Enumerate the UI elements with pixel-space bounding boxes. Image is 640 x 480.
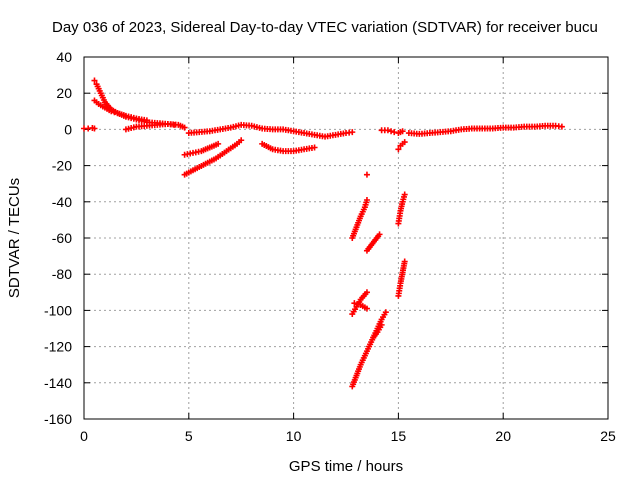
series-trace-drop-15-a: [395, 139, 408, 153]
data-point: [215, 140, 222, 147]
data-point: [111, 109, 118, 116]
x-tick-label: 20: [495, 428, 511, 444]
series-trace-afternoon-flat: [405, 122, 565, 137]
y-tick-label: 40: [56, 49, 72, 65]
series-trace-restart: [378, 127, 406, 137]
series-trace-dip-a: [259, 140, 318, 155]
data-point: [349, 129, 356, 136]
series-trace-plunge-a: [349, 196, 370, 241]
data-point: [401, 258, 408, 265]
data-point: [91, 125, 98, 132]
series-trace-slant-a: [181, 140, 222, 158]
data-point: [91, 77, 98, 84]
data-point: [401, 139, 408, 146]
x-axis-title: GPS time / hours: [289, 458, 403, 475]
data-point: [384, 127, 391, 134]
series-trace-drop-15-b: [395, 191, 408, 227]
series-trace-plunge-d: [351, 300, 370, 312]
series-trace-isolated: [363, 171, 370, 178]
x-tick-label: 15: [391, 428, 407, 444]
series-trace-plunge-f: [370, 309, 389, 341]
data-point: [558, 123, 565, 130]
series-trace-slant-b: [181, 137, 245, 178]
series-trace-plunge-b: [363, 231, 383, 254]
data-point: [376, 231, 383, 238]
y-tick-label: 0: [64, 121, 72, 137]
y-axis-title: SDTVAR / TECUs: [6, 178, 23, 298]
data-point: [363, 196, 370, 203]
series-trace-drop-15-c: [395, 258, 408, 299]
data-point: [391, 129, 398, 136]
data-point: [399, 128, 406, 135]
x-tick-label: 25: [600, 428, 616, 444]
data-point: [363, 289, 370, 296]
data-point: [351, 300, 358, 307]
data-point: [143, 117, 150, 124]
data-point: [238, 137, 245, 144]
gridlines: [84, 57, 608, 419]
y-tick-label: -60: [52, 230, 72, 246]
data-point: [401, 191, 408, 198]
data-point: [181, 124, 188, 131]
data-point: [388, 128, 395, 135]
y-tick-label: 20: [56, 85, 72, 101]
y-tick-label: -20: [52, 158, 72, 174]
data-point: [311, 144, 318, 151]
y-tick-label: -40: [52, 194, 72, 210]
data-point: [363, 171, 370, 178]
series-trace-plunge-e: [349, 321, 385, 390]
y-tick-label: -160: [44, 411, 72, 427]
y-tick-label: -80: [52, 266, 72, 282]
series-trace-decay-lower: [91, 97, 150, 124]
x-tick-label: 0: [80, 428, 88, 444]
series-trace-early-flat: [122, 120, 188, 133]
x-tick-label: 10: [286, 428, 302, 444]
axis-ticks: 0 5 10 15 20 25 40 20 0 -20 -40 -60 -80 -100 -120 -140 -…: [44, 49, 616, 444]
series-trace-morning-flat: [185, 121, 356, 140]
data-point: [108, 108, 115, 115]
chart-title: Day 036 of 2023, Sidereal Day-to-day VTE…: [52, 19, 598, 36]
data-point: [363, 305, 370, 312]
data-series: [81, 77, 565, 390]
data-point: [395, 146, 402, 153]
data-point: [382, 309, 389, 316]
y-tick-label: -120: [44, 339, 72, 355]
y-tick-label: -140: [44, 375, 72, 391]
x-tick-label: 5: [185, 428, 193, 444]
series-trace-early-near-zero: [81, 124, 98, 132]
data-point: [354, 301, 361, 308]
y-tick-label: -100: [44, 302, 72, 318]
